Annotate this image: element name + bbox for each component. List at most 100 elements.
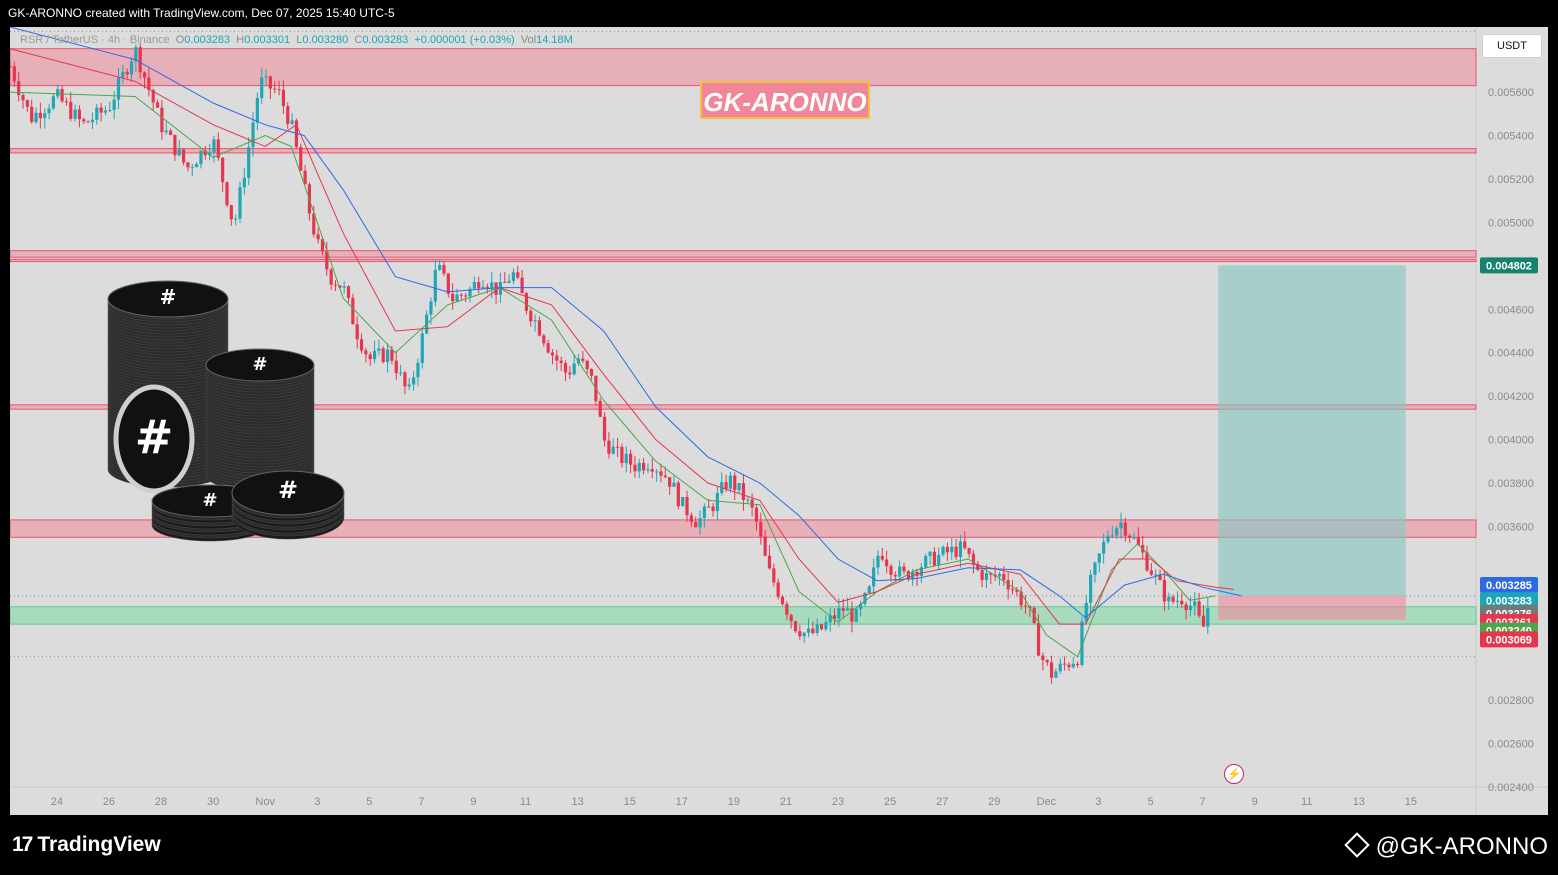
- candle-body[interactable]: [1188, 605, 1193, 611]
- candle-body[interactable]: [637, 462, 641, 472]
- candle-body[interactable]: [967, 547, 971, 554]
- candle-body[interactable]: [754, 507, 759, 522]
- candle-body[interactable]: [1197, 601, 1201, 616]
- zone-red[interactable]: [10, 258, 1477, 263]
- candle-body[interactable]: [503, 282, 507, 284]
- candle-body[interactable]: [685, 497, 689, 516]
- candle-body[interactable]: [1015, 589, 1019, 592]
- zone-red[interactable]: [10, 250, 1477, 258]
- candle-body[interactable]: [95, 107, 99, 120]
- candle-body[interactable]: [772, 568, 776, 583]
- candle-body[interactable]: [277, 89, 281, 91]
- candle-body[interactable]: [199, 150, 203, 165]
- candle-body[interactable]: [342, 286, 346, 288]
- candle-body[interactable]: [490, 282, 494, 289]
- candle-body[interactable]: [876, 555, 880, 568]
- candle-body[interactable]: [1097, 553, 1101, 563]
- candle-body[interactable]: [208, 152, 212, 156]
- candle-body[interactable]: [872, 567, 876, 587]
- moving-average-green[interactable]: [10, 91, 1216, 658]
- candle-body[interactable]: [247, 147, 251, 178]
- candle-body[interactable]: [47, 108, 51, 114]
- candle-body[interactable]: [1071, 663, 1075, 668]
- candle-body[interactable]: [429, 301, 433, 315]
- candle-body[interactable]: [225, 182, 229, 206]
- candle-body[interactable]: [698, 518, 702, 528]
- candle-body[interactable]: [707, 506, 711, 508]
- candle-body[interactable]: [381, 348, 385, 363]
- candle-body[interactable]: [403, 372, 407, 387]
- candle-body[interactable]: [229, 205, 233, 220]
- candle-body[interactable]: [416, 362, 420, 378]
- candle-body[interactable]: [563, 362, 568, 373]
- currency-unit-button[interactable]: USDT: [1482, 34, 1542, 58]
- candle-body[interactable]: [902, 566, 906, 572]
- candle-body[interactable]: [767, 555, 772, 569]
- candle-body[interactable]: [1019, 591, 1023, 606]
- candle-body[interactable]: [459, 294, 463, 296]
- symbol-name[interactable]: RSR / TetherUS · 4h · Binance: [20, 34, 170, 46]
- candle-body[interactable]: [1010, 589, 1015, 591]
- candle-body[interactable]: [221, 157, 225, 183]
- tradingview-brand[interactable]: 17 TradingView: [12, 833, 161, 857]
- candle-body[interactable]: [1158, 574, 1162, 580]
- candle-body[interactable]: [273, 88, 277, 90]
- candle-body[interactable]: [1149, 570, 1153, 575]
- candle-body[interactable]: [854, 609, 858, 622]
- candle-body[interactable]: [468, 288, 472, 297]
- candle-body[interactable]: [364, 350, 368, 355]
- candle-body[interactable]: [1145, 552, 1149, 571]
- candle-body[interactable]: [811, 628, 815, 633]
- candle-body[interactable]: [746, 499, 750, 501]
- candle-body[interactable]: [121, 71, 125, 78]
- candle-body[interactable]: [125, 71, 129, 75]
- candle-body[interactable]: [642, 462, 646, 471]
- candle-body[interactable]: [10, 66, 12, 68]
- candle-body[interactable]: [1136, 537, 1140, 545]
- candle-body[interactable]: [950, 546, 954, 553]
- candle-body[interactable]: [1162, 579, 1166, 602]
- candle-body[interactable]: [529, 310, 533, 322]
- candle-body[interactable]: [407, 384, 411, 387]
- candle-body[interactable]: [1006, 580, 1010, 590]
- candle-body[interactable]: [589, 369, 594, 376]
- candle-body[interactable]: [385, 349, 390, 363]
- candle-body[interactable]: [533, 320, 537, 322]
- candle-body[interactable]: [850, 608, 854, 622]
- candle-body[interactable]: [1041, 655, 1045, 661]
- candle-body[interactable]: [268, 76, 272, 89]
- candle-body[interactable]: [299, 146, 303, 171]
- candle-body[interactable]: [1067, 664, 1071, 668]
- candle-body[interactable]: [585, 360, 589, 370]
- candle-body[interactable]: [971, 553, 976, 565]
- candle-body[interactable]: [1106, 535, 1110, 542]
- candle-body[interactable]: [312, 213, 316, 235]
- candle-body[interactable]: [789, 614, 793, 622]
- candle-body[interactable]: [451, 293, 455, 302]
- candle-body[interactable]: [234, 218, 238, 220]
- candle-body[interactable]: [759, 521, 763, 537]
- lightning-icon[interactable]: ⚡: [1224, 764, 1244, 784]
- candle-body[interactable]: [650, 469, 654, 472]
- zone-red[interactable]: [10, 48, 1477, 87]
- candle-body[interactable]: [997, 573, 1002, 577]
- candle-body[interactable]: [885, 559, 889, 567]
- candle-body[interactable]: [542, 335, 546, 344]
- candle-body[interactable]: [559, 360, 563, 363]
- candle-body[interactable]: [1062, 663, 1067, 665]
- candle-body[interactable]: [524, 293, 529, 311]
- candle-body[interactable]: [173, 134, 177, 156]
- chart-frame[interactable]: 0.0058000.0056000.0054000.0052000.005000…: [10, 27, 1548, 815]
- candle-body[interactable]: [394, 360, 398, 374]
- candle-body[interactable]: [785, 604, 789, 615]
- candle-body[interactable]: [863, 592, 867, 604]
- candle-body[interactable]: [945, 546, 950, 553]
- candle-body[interactable]: [919, 567, 923, 576]
- candle-body[interactable]: [485, 286, 489, 289]
- candle-body[interactable]: [694, 521, 698, 528]
- candle-body[interactable]: [516, 272, 520, 278]
- candle-body[interactable]: [12, 66, 16, 82]
- candle-body[interactable]: [368, 354, 372, 360]
- candle-body[interactable]: [464, 295, 468, 297]
- candle-body[interactable]: [1045, 660, 1049, 663]
